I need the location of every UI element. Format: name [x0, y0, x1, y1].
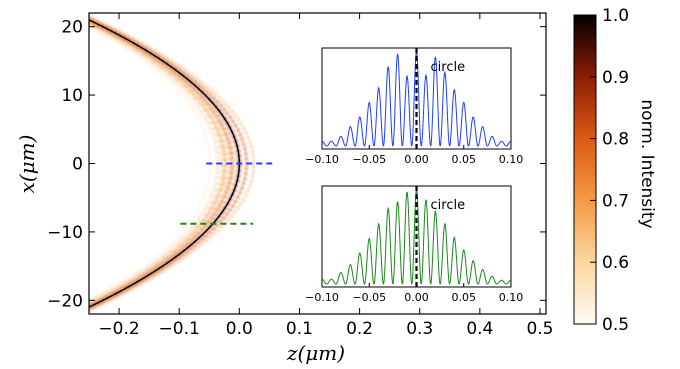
inset-1: circle −0.10 −0.05 0.00 0.05 0.10 — [305, 185, 524, 304]
x-tick-label: 0.2 — [346, 319, 373, 339]
intensity-speckle — [198, 218, 216, 224]
intensity-speckle — [218, 157, 239, 162]
intensity-speckle — [213, 132, 233, 137]
inset-title: circle — [431, 60, 466, 75]
intensity-speckle — [209, 200, 228, 205]
inset-0: circle −0.10 −0.05 0.00 0.05 0.10 — [305, 47, 524, 166]
colorbar — [573, 14, 597, 325]
intensity-speckle — [182, 237, 198, 242]
intensity-speckle — [218, 163, 239, 168]
colorbar-tick-label: 0.9 — [602, 68, 629, 88]
intensity-speckle — [218, 169, 238, 174]
intensity-speckle — [180, 83, 196, 88]
cut-lines-layer — [180, 162, 276, 225]
intensity-speckle — [214, 188, 234, 193]
insets-layer: circle−0.10 −0.05 0.00 0.05 0.10circle−0.10−… — [305, 47, 524, 304]
intensity-speckle — [217, 144, 237, 150]
inset-x-tick-label: 0.05 — [452, 291, 477, 304]
y-tick-label: −10 — [47, 223, 83, 243]
intensity-speckle — [188, 231, 204, 236]
y-tick-label: 20 — [61, 18, 83, 38]
y-axis-label: x(μm) — [15, 135, 39, 194]
y-tick-label: −20 — [47, 291, 83, 311]
colorbar-tick-label: 1.0 — [602, 6, 629, 26]
intensity-speckle — [208, 120, 227, 125]
x-tick-label: 0.3 — [406, 319, 433, 339]
intensity-speckle — [217, 175, 237, 181]
inset-x-tick-label: 0.00 — [404, 153, 429, 166]
inset-x-tick-label: −0.10 — [305, 153, 339, 166]
colorbar-label: norm. Intensity — [637, 99, 657, 228]
colorbar-tick-label: 0.5 — [602, 315, 629, 335]
intensity-speckle — [201, 107, 219, 113]
intensity-speckle — [218, 151, 238, 156]
intensity-speckle — [196, 101, 214, 107]
intensity-speckle — [90, 21, 100, 27]
intensity-speckle — [93, 298, 104, 304]
intensity-speckle — [193, 224, 210, 230]
intensity-speckle — [176, 243, 191, 248]
inset-x-tick-label: 0.00 — [404, 291, 429, 304]
inset-x-tick-label: −0.05 — [352, 291, 386, 304]
colorbar-ticks: 1.0 0.9 0.8 0.7 0.6 0.5 — [590, 6, 629, 335]
y-tick-label: 10 — [61, 86, 83, 106]
intensity-speckle — [216, 181, 236, 187]
y-tick-label: 0 — [72, 155, 83, 175]
x-tick-label: 0.5 — [526, 319, 553, 339]
colorbar-tick-label: 0.7 — [602, 191, 629, 211]
intensity-speckle — [206, 206, 224, 211]
intensity-speckle — [169, 249, 184, 254]
intensity-speckle — [212, 194, 231, 199]
intensity-speckle — [186, 89, 202, 94]
inset-x-tick-label: 0.10 — [499, 291, 524, 304]
inset-x-tick-label: −0.10 — [305, 291, 339, 304]
main-axis-ticks: −0.2 −0.1 0.0 0.1 0.2 0.3 0.4 0.5 20 10 0 −10 −20 — [47, 13, 554, 339]
x-tick-label: −0.1 — [159, 319, 200, 339]
x-tick-label: 0.1 — [286, 319, 313, 339]
intensity-speckle — [202, 212, 220, 217]
intensity-speckle — [211, 126, 230, 131]
colorbar-tick-label: 0.8 — [602, 130, 629, 150]
intensity-speckle — [205, 114, 223, 119]
x-tick-label: −0.2 — [98, 319, 139, 339]
x-axis-label: z(μm) — [286, 341, 345, 365]
inset-title: circle — [431, 198, 466, 213]
inset-x-tick-label: 0.05 — [452, 153, 477, 166]
x-tick-label: 0.0 — [226, 319, 253, 339]
x-tick-label: 0.4 — [466, 319, 493, 339]
inset-x-tick-label: −0.05 — [352, 153, 386, 166]
intensity-speckle — [191, 95, 208, 101]
colorbar-tick-label: 0.6 — [602, 253, 629, 273]
intensity-speckle — [167, 71, 181, 76]
inset-x-tick-label: 0.10 — [499, 153, 524, 166]
intensity-speckle — [215, 138, 235, 144]
intensity-band-4 — [89, 15, 255, 312]
intensity-speckle — [174, 77, 189, 82]
